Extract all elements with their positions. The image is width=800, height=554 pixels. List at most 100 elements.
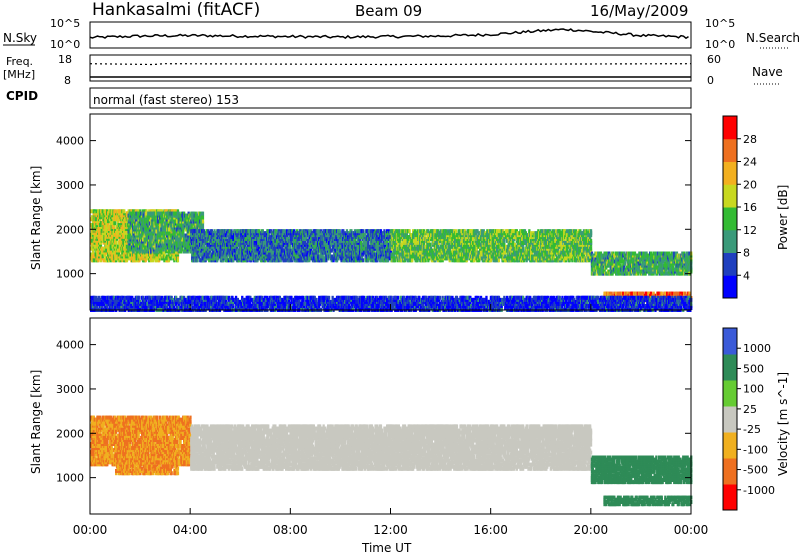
heatmap-cell xyxy=(117,252,120,257)
heatmap-cell xyxy=(306,238,309,243)
heatmap-cell xyxy=(228,229,231,234)
heatmap-cell xyxy=(234,237,238,241)
heatmap-cell xyxy=(342,229,345,234)
heatmap-cell xyxy=(230,254,233,259)
heatmap-cell xyxy=(91,250,95,255)
heatmap-cell xyxy=(194,229,197,234)
heatmap-cell xyxy=(166,211,170,216)
heatmap-cell xyxy=(94,244,97,249)
heatmap-cell xyxy=(186,245,189,250)
heatmap-cell xyxy=(127,209,130,214)
heatmap-cell xyxy=(321,254,324,259)
nave-label: Nave xyxy=(752,65,783,79)
heatmap-cell xyxy=(289,248,292,253)
heatmap-cell xyxy=(214,237,217,241)
heatmap-cell xyxy=(327,244,330,249)
heatmap-cell xyxy=(336,256,340,261)
heatmap-cell xyxy=(92,258,95,263)
heatmap-cell xyxy=(161,227,164,232)
heatmap-cell xyxy=(147,211,150,216)
noise-panel: N.Sky 10^5 10^0 10^5 10^0 N.Search xyxy=(3,17,800,51)
nave-tick-bottom: 0 xyxy=(707,74,714,87)
heatmap-cell xyxy=(175,223,179,228)
heatmap-cell xyxy=(252,229,256,234)
noise-left-label: N.Sky xyxy=(3,31,37,45)
heatmap-cell xyxy=(261,229,264,234)
heatmap-cell xyxy=(95,230,98,235)
date-title: 16/May/2009 xyxy=(590,2,688,20)
heatmap-cell xyxy=(202,229,205,234)
heatmap-cell xyxy=(312,252,315,257)
beam-title: Beam 09 xyxy=(355,2,422,20)
nave-line xyxy=(89,63,692,66)
heatmap-cell xyxy=(267,258,270,263)
noise-sky-line xyxy=(89,28,689,40)
heatmap-cell xyxy=(132,249,136,254)
heatmap-cell xyxy=(191,217,194,222)
heatmap-cell xyxy=(101,254,104,259)
heatmap-cell xyxy=(156,247,159,252)
heatmap-cell xyxy=(167,243,171,248)
station-title: Hankasalmi (fitACF) xyxy=(92,0,260,20)
heatmap-cell xyxy=(167,231,171,236)
heatmap-cell xyxy=(90,209,93,214)
heatmap-cell xyxy=(153,215,156,220)
heatmap-cell xyxy=(102,258,105,263)
noise-right-label: N.Search xyxy=(746,31,800,45)
heatmap-cell xyxy=(367,240,370,245)
frequency-panel: Freq. [MHz] 18 8 60 0 Nave xyxy=(3,53,783,87)
heatmap-cell xyxy=(217,229,221,234)
heatmap-cell xyxy=(207,229,210,234)
heatmap-cell xyxy=(201,211,205,216)
heatmap-cell xyxy=(129,252,132,257)
freq-tick-bottom: 8 xyxy=(64,74,71,87)
heatmap-cell xyxy=(169,233,172,238)
heatmap-cell xyxy=(201,219,205,224)
heatmap-cell xyxy=(95,209,98,214)
heatmap-cell xyxy=(269,229,273,234)
cpid-label: CPID xyxy=(6,89,38,103)
heatmap-cell xyxy=(248,233,251,238)
heatmap-cell xyxy=(244,233,247,238)
heatmap-cell xyxy=(150,211,154,216)
cpid-panel: CPID normal (fast stereo) 153 xyxy=(6,87,692,109)
nave-tick-top: 60 xyxy=(707,53,721,66)
heatmap-cell xyxy=(158,211,161,216)
heatmap-cell xyxy=(115,209,118,214)
heatmap-cell xyxy=(167,249,171,254)
heatmap-cell xyxy=(213,229,216,234)
heatmap-cell xyxy=(143,245,146,250)
heatmap-cell xyxy=(201,225,205,230)
heatmap-cell xyxy=(175,227,179,232)
heatmap-cell xyxy=(141,209,145,214)
noise-left-tick-bottom: 10^0 xyxy=(50,38,80,51)
heatmap-cell xyxy=(175,219,179,224)
heatmap-cell xyxy=(101,221,104,226)
freq-tick-top: 18 xyxy=(58,53,72,66)
heatmap-cell xyxy=(167,215,171,220)
heatmap-cell xyxy=(182,223,185,228)
heatmap-cell xyxy=(116,244,120,249)
heatmap-cell xyxy=(155,229,158,234)
heatmap-cell xyxy=(327,240,331,245)
power-data-layer xyxy=(90,209,693,312)
heatmap-cell xyxy=(208,258,211,263)
heatmap-cell xyxy=(176,209,180,214)
heatmap-cell xyxy=(361,258,365,263)
heatmap-cell xyxy=(148,209,151,214)
heatmap-cell xyxy=(152,211,155,216)
heatmap-cell xyxy=(258,229,261,234)
freq-unit-label: [MHz] xyxy=(3,68,35,81)
heatmap-cell xyxy=(169,256,172,261)
heatmap-cell xyxy=(123,209,126,214)
heatmap-cell xyxy=(361,229,365,234)
heatmap-cell xyxy=(289,244,292,249)
heatmap-cell xyxy=(114,221,117,226)
heatmap-cell xyxy=(105,221,108,226)
heatmap-cell xyxy=(164,227,167,232)
heatmap-cell xyxy=(176,258,180,263)
heatmap-cell xyxy=(274,238,277,243)
noise-right-tick-top: 10^5 xyxy=(705,17,735,30)
